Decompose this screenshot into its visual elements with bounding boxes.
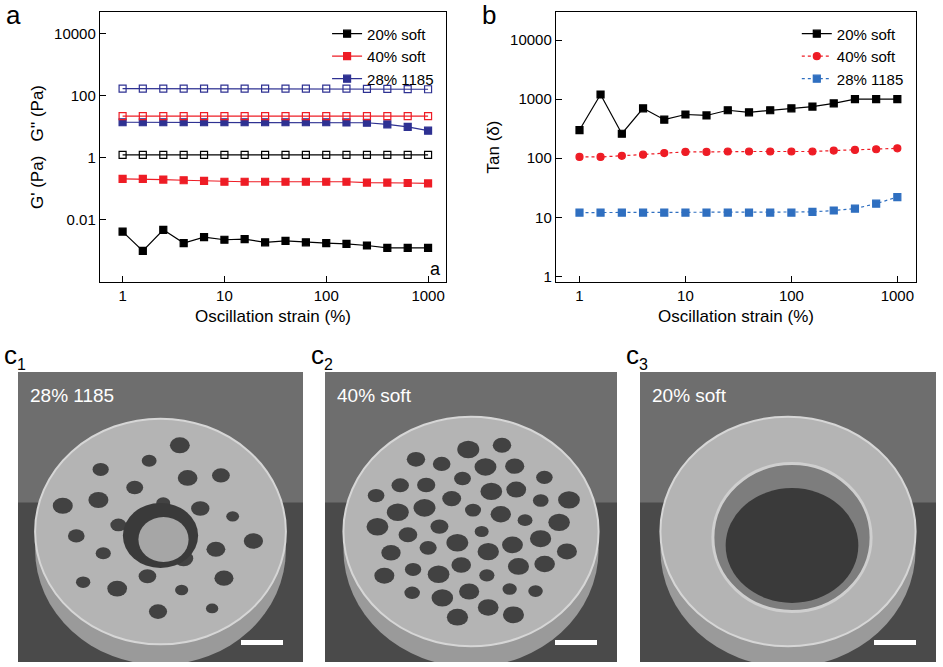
html-text:b: b — [482, 0, 497, 30]
svg-text:Oscillation strain (%): Oscillation strain (%) — [195, 307, 351, 326]
svg-text:G' (Pa) G'' (Pa): G' (Pa) G'' (Pa) — [28, 85, 47, 209]
svg-text:100: 100 — [779, 287, 804, 304]
svg-text:Tan (δ): Tan (δ) — [484, 121, 503, 174]
svg-text:Oscillation strain (%): Oscillation strain (%) — [658, 307, 814, 326]
svg-text:10000: 10000 — [510, 31, 552, 48]
svg-text:1000: 1000 — [518, 90, 551, 107]
svg-text:1000: 1000 — [881, 287, 914, 304]
html-text:a: a — [6, 0, 21, 30]
svg-text:a: a — [430, 259, 441, 279]
html-text:c1: c1 — [4, 340, 26, 374]
svg-text:40% soft: 40% soft — [367, 48, 426, 65]
svg-text:10: 10 — [216, 287, 233, 304]
svg-text:20% soft: 20% soft — [367, 26, 426, 43]
svg-text:100: 100 — [71, 87, 96, 104]
svg-text:1: 1 — [118, 287, 126, 304]
svg-text:1: 1 — [543, 268, 551, 285]
html-text:c3: c3 — [626, 340, 648, 374]
svg-text:28% 1185: 28% 1185 — [837, 71, 903, 88]
svg-text:28% 1185: 28% 1185 — [30, 385, 114, 406]
svg-text:1: 1 — [575, 287, 583, 304]
html-text:c2: c2 — [311, 340, 333, 374]
svg-text:0.01: 0.01 — [67, 211, 96, 228]
svg-text:1000: 1000 — [411, 287, 444, 304]
svg-text:28% 1185: 28% 1185 — [367, 71, 433, 88]
svg-text:10: 10 — [677, 287, 694, 304]
svg-text:1: 1 — [87, 149, 95, 166]
svg-text:20% soft: 20% soft — [652, 385, 727, 406]
svg-text:10000: 10000 — [54, 25, 96, 42]
svg-text:10: 10 — [535, 209, 552, 226]
svg-text:40% soft: 40% soft — [337, 385, 412, 406]
svg-text:40% soft: 40% soft — [837, 48, 896, 65]
svg-text:100: 100 — [314, 287, 339, 304]
svg-text:100: 100 — [527, 149, 552, 166]
svg-text:20% soft: 20% soft — [837, 26, 896, 43]
